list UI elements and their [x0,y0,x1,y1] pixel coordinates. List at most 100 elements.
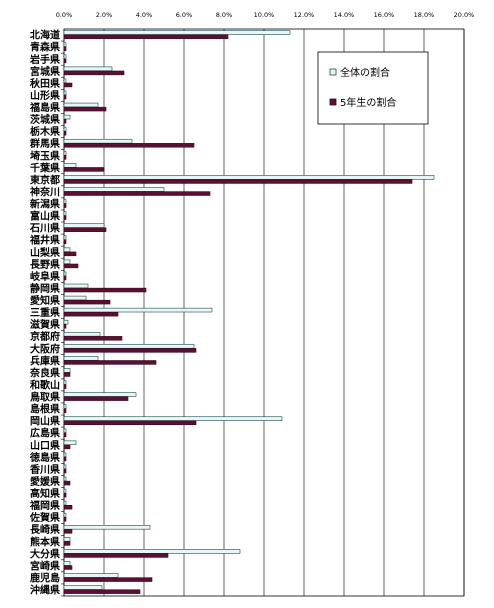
y-category-label: 岩手県 [29,53,60,66]
bar-overall [63,344,195,349]
y-category-label: 鳥取県 [30,391,60,404]
y-category-label: 東京都 [30,173,60,186]
y-category-label: 静岡県 [30,282,60,295]
bar-grade5 [63,203,67,208]
x-tick-label: 16.0% [374,11,395,19]
y-category-label: 宮崎県 [30,559,60,572]
bar-overall [63,247,71,252]
bar-grade5 [63,58,67,64]
bar-overall [63,259,71,265]
y-category-label: 奈良県 [29,366,60,379]
bar-overall [63,211,67,216]
bar-grade5 [63,118,67,124]
bar-grade5 [63,529,73,534]
bar-overall [63,307,213,313]
y-category-label: 石川県 [29,222,60,235]
y-category-label: 青森県 [30,41,60,54]
y-category-label: 三重県 [30,306,60,319]
y-category-label: 神奈川 [30,185,60,198]
bar-overall [63,199,67,204]
bar-grade5 [63,360,157,365]
x-tick-label: 10.0% [254,11,275,19]
bar-overall [63,356,99,361]
bar-overall [63,549,241,554]
x-tick-label: 8.0% [216,11,233,19]
bar-grade5 [63,131,67,136]
y-category-label: 福岡県 [29,499,60,512]
y-category-label: 福島県 [29,101,60,114]
y-category-label: 山口県 [30,439,60,452]
bar-grade5 [63,275,67,281]
y-category-label: 秋田県 [30,77,60,90]
bar-overall [63,464,67,470]
legend-box [317,51,429,125]
bar-grade5 [63,94,67,100]
y-category-label: 福井県 [29,234,60,247]
bar-overall [63,163,77,168]
bar-overall [63,295,87,301]
bar-overall [63,42,67,47]
x-tick-label: 6.0% [176,11,193,19]
bar-grade5 [63,384,67,389]
bar-grade5 [63,34,229,39]
bar-overall [63,66,113,72]
x-tick-label: 0.0% [56,11,73,19]
bar-overall [63,368,71,373]
bar-overall [63,416,283,421]
bar-overall [63,525,151,530]
bar-grade5 [63,420,197,425]
bar-grade5 [63,287,147,293]
y-category-label: 愛知県 [30,294,60,307]
y-axis: 北海道青森県岩手県宮城県秋田県山形県福島県茨城県栃木県群馬県埼玉県千葉県東京都神… [29,29,64,597]
y-category-label: 岐阜県 [30,270,60,283]
bar-grade5 [63,396,129,401]
bar-overall [63,78,67,84]
bars [63,30,435,594]
bar-grade5 [63,70,125,76]
y-category-label: 埼玉県 [30,149,60,162]
y-category-label: 大分県 [30,547,60,560]
bar-grade5 [63,565,73,570]
bar-overall [63,512,67,518]
bar-grade5 [63,324,67,329]
bar-overall [63,500,67,506]
bar-grade5 [63,179,413,184]
x-axis: 0.0% 2.0% 4.0% 6.0% 8.0% 10.0% 12.0% 14.0% 16.0%… [56,11,475,19]
y-category-label: 高知県 [30,487,60,500]
y-category-label: 山形県 [30,89,60,102]
bar-grade5 [63,492,67,498]
legend-label-grade5: 5年生の割合 [340,96,396,109]
y-category-label: 佐賀県 [29,511,60,524]
bar-overall [63,223,105,228]
bar-overall [63,271,67,277]
bar-grade5 [63,167,105,172]
y-category-label: 群馬県 [30,137,60,150]
legend: 全体の割合 5年生の割合 [317,51,429,125]
bar-grade5 [63,191,211,196]
bar-grade5 [63,372,71,377]
y-category-label: 長野県 [30,258,60,271]
bar-overall [63,561,71,566]
bar-overall [63,30,291,35]
bar-grade5 [63,444,71,450]
bar-overall [63,476,67,482]
bar-grade5 [63,553,169,558]
bar-grade5 [63,46,67,52]
bar-overall [63,102,99,108]
legend-swatch-grade5 [329,98,337,106]
bar-grade5 [63,468,67,474]
y-category-label: 島根県 [30,403,60,416]
bar-grade5 [63,299,111,305]
bar-grade5 [63,348,197,353]
y-category-label: 愛媛県 [30,475,60,488]
y-category-label: 滋賀県 [30,318,60,331]
bar-overall [63,175,435,180]
bar-grade5 [63,589,141,594]
bar-grade5 [63,541,71,546]
y-category-label: 香川県 [30,463,60,476]
y-category-label: 栃木県 [30,125,60,138]
bar-grade5 [63,239,67,245]
bar-overall [63,380,67,385]
y-category-label: 長崎県 [30,523,60,536]
